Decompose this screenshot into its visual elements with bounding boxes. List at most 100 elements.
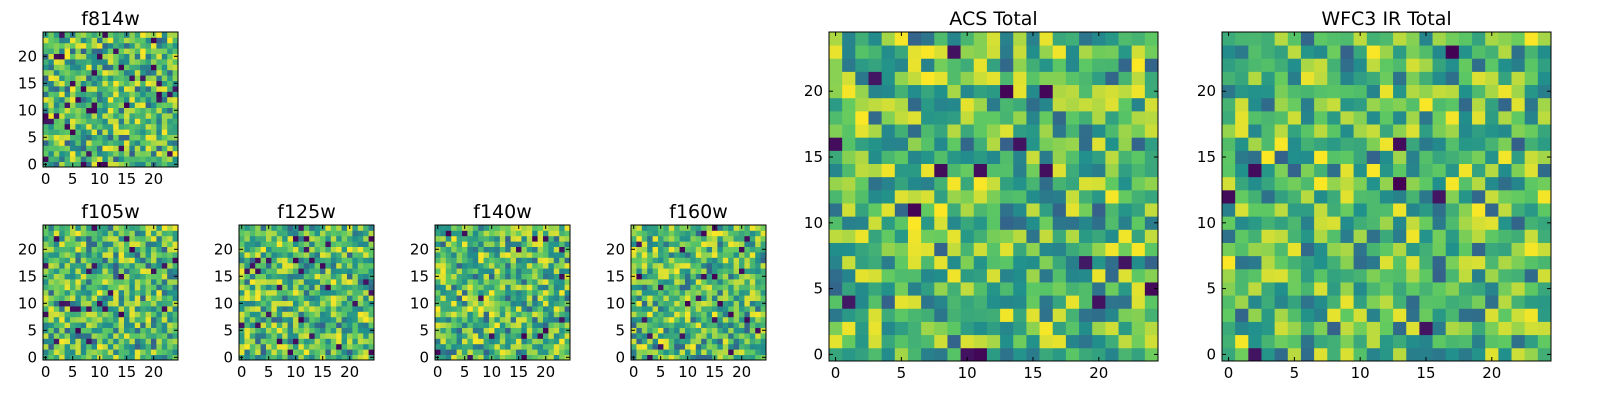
heatmap-cell	[134, 156, 141, 162]
heatmap-cell	[631, 257, 637, 264]
heatmap-cell	[1445, 321, 1460, 336]
heatmap-cell	[118, 150, 125, 157]
heatmap-cell	[543, 333, 549, 339]
heatmap-cell	[244, 295, 251, 301]
heatmap-cell	[907, 242, 922, 257]
heatmap-cell	[156, 140, 163, 146]
heatmap-cell	[472, 279, 479, 285]
heatmap-cell	[663, 279, 670, 285]
heatmap-cell	[445, 306, 452, 312]
heatmap-cell	[48, 295, 55, 301]
heatmap-cell	[53, 279, 60, 285]
heatmap-cell	[440, 252, 447, 258]
heatmap-cell	[1432, 334, 1447, 349]
heatmap-cell	[80, 289, 87, 296]
heatmap-cell	[1498, 150, 1512, 164]
heatmap-cell	[1327, 308, 1341, 322]
heatmap-cell	[510, 343, 517, 350]
heatmap-cell	[1039, 347, 1054, 362]
heatmap-cell	[102, 295, 109, 301]
heatmap-cell	[749, 327, 756, 334]
heatmap-cell	[663, 306, 670, 312]
heatmap-cell	[1379, 71, 1394, 86]
heatmap-cell	[255, 300, 261, 307]
heatmap-cell	[559, 279, 565, 285]
heatmap-cell	[478, 257, 484, 264]
heatmap-cell	[1366, 334, 1381, 349]
heatmap-cell	[1300, 189, 1315, 204]
heatmap-cell	[113, 300, 119, 307]
heatmap-cell	[249, 252, 256, 258]
heatmap-cell	[435, 343, 441, 350]
heatmap-cell	[330, 316, 337, 323]
heatmap-cell	[363, 279, 369, 285]
heatmap-cell	[156, 48, 163, 54]
heatmap-cell	[80, 86, 87, 92]
heatmap-cell	[1144, 255, 1159, 270]
heatmap-cell	[947, 58, 961, 72]
heatmap-cell	[722, 289, 729, 296]
heatmap-cell	[636, 257, 643, 264]
y-tick-label: 0	[615, 348, 625, 366]
heatmap-cell	[59, 156, 65, 162]
heatmap-cell	[749, 284, 756, 291]
heatmap-cell	[167, 262, 173, 269]
heatmap-cell	[1485, 229, 1499, 243]
heatmap-cell	[325, 279, 332, 285]
heatmap-cell	[107, 327, 114, 334]
heatmap-cell	[91, 322, 98, 328]
heatmap-cell	[140, 322, 146, 328]
heatmap-cell	[118, 316, 125, 323]
heatmap-cell	[921, 150, 935, 164]
heatmap-cell	[309, 349, 315, 355]
heatmap-cell	[266, 257, 272, 264]
heatmap-cell	[1314, 137, 1328, 151]
heatmap-cell	[303, 316, 310, 323]
heatmap-cell	[1458, 189, 1473, 204]
heatmap-cell	[70, 42, 76, 49]
heatmap-cell	[548, 306, 555, 312]
heatmap-cell	[1079, 308, 1093, 322]
heatmap-cell	[75, 150, 82, 157]
heatmap-cell	[303, 295, 310, 301]
heatmap-cell	[271, 343, 278, 350]
heatmap-cell	[679, 246, 686, 253]
heatmap-cell	[674, 268, 680, 274]
heatmap-cell	[1261, 45, 1276, 59]
heatmap-cell	[1039, 189, 1054, 204]
heatmap-cell	[1052, 282, 1067, 296]
heatmap-cell	[172, 343, 179, 350]
heatmap-cell	[1340, 334, 1354, 349]
heatmap-cell	[1222, 334, 1236, 349]
heatmap-cell	[1379, 189, 1394, 204]
heatmap-cell	[553, 316, 560, 323]
heatmap-cell	[467, 295, 474, 301]
heatmap-cell	[118, 118, 125, 125]
heatmap-cell	[456, 279, 463, 285]
heatmap-cell	[341, 300, 348, 307]
heatmap-cell	[276, 225, 283, 231]
heatmap-cell	[868, 347, 883, 362]
heatmap-cell	[1000, 124, 1014, 138]
heatmap-cell	[129, 241, 136, 247]
axes-frame	[434, 224, 571, 361]
heatmap-cell	[516, 349, 522, 355]
heatmap-cell	[636, 230, 643, 237]
heatmap-cell	[129, 134, 136, 141]
heatmap-cell	[537, 322, 544, 328]
heatmap-cell	[722, 311, 729, 318]
heatmap-cell	[1131, 321, 1146, 336]
heatmap-cell	[341, 306, 348, 312]
heatmap-cell	[1000, 32, 1014, 46]
heatmap-cell	[1287, 321, 1302, 336]
heatmap-cell	[287, 289, 294, 296]
heatmap-cell	[526, 268, 533, 274]
heatmap-cell	[314, 279, 321, 285]
heatmap-cell	[712, 327, 718, 334]
heatmap-cell	[124, 300, 130, 307]
heatmap-cell	[86, 129, 92, 135]
heatmap-cell	[336, 333, 342, 339]
heatmap-cell	[129, 150, 136, 157]
heatmap-cell	[107, 53, 114, 60]
